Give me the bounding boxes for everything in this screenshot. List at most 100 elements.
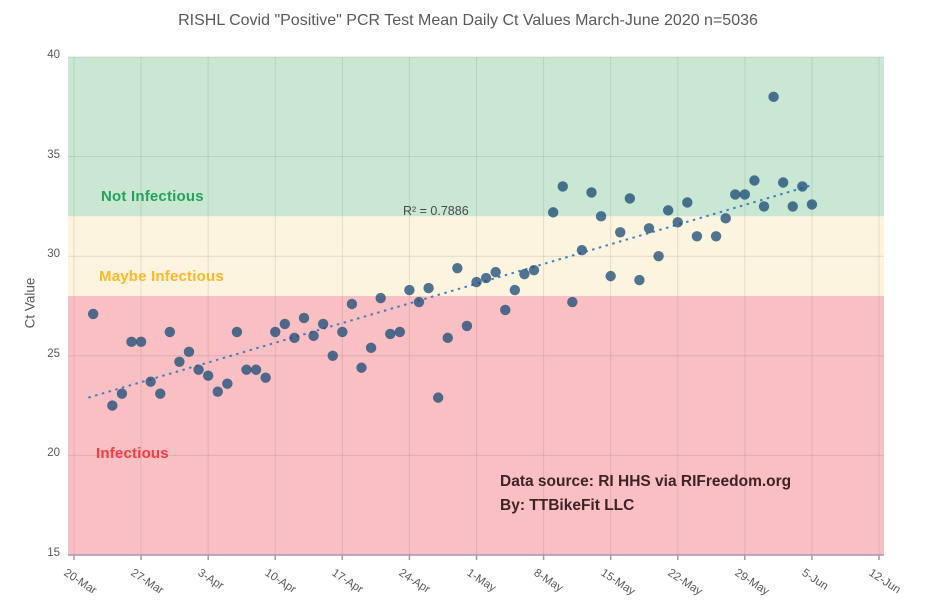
scatter-point [145,376,156,387]
scatter-point [672,217,683,228]
scatter-point [164,326,176,338]
x-tick-label: 20-Mar [61,567,99,597]
scatter-point [356,362,367,373]
y-tick-label: 40 [47,49,60,61]
scatter-point [739,189,751,200]
scatter-point [777,177,789,188]
scatter-point [174,356,185,367]
scatter-point [682,197,693,208]
scatter-point [653,251,664,262]
source-note-line1: Data source: RI HHS via RIFreedom.org [500,473,792,490]
scatter-point [490,266,501,278]
scatter-point [222,378,233,389]
scatter-point [183,346,195,358]
scatter-point [202,370,214,381]
scatter-point [720,213,731,224]
scatter-point [605,270,616,282]
x-tick-label: 1-May [463,567,498,595]
scatter-point [528,264,540,276]
scatter-point [317,318,329,330]
source-note-line2: By: TTBikeFit LLC [500,497,635,514]
x-tick-label: 15-May [598,567,637,598]
plot-area [68,56,884,560]
scatter-point [806,199,818,210]
scatter-point [576,245,588,256]
scatter-point [231,326,243,338]
y-tick-label: 15 [47,547,60,559]
x-tick-label: 24-Apr [396,567,433,596]
scatter-point [116,388,128,399]
scatter-point [471,276,482,288]
x-tick-label: 5-Jun [799,567,831,593]
scatter-point [519,268,530,280]
scatter-point [241,364,252,375]
band-not-infectious [68,57,884,217]
scatter-point [710,231,722,242]
scatter-point [327,350,338,361]
source-note: Data source: RI HHS via RIFreedom.org By… [500,470,791,518]
scatter-point [567,296,578,308]
scatter-point [586,187,597,198]
scatter-point [634,274,645,286]
scatter-point [432,392,444,403]
scatter-point [509,284,521,296]
scatter-point [289,332,300,344]
scatter-point [279,318,291,330]
x-tick-label: 8-May [531,567,565,595]
scatter-point [500,304,511,316]
scatter-point [758,201,770,212]
scatter-point [461,320,473,332]
scatter-point [212,386,223,397]
plot-svg [68,56,884,560]
scatter-point [375,292,386,304]
trendline-r2-label: R² = 0.7886 [403,204,469,218]
y-axis-title: Ct Value [22,277,38,329]
band-label-not-infectious: Not Infectious [101,188,204,205]
scatter-point [308,330,319,342]
y-tick-label: 20 [47,447,60,460]
y-tick-label: 30 [47,248,60,261]
x-tick-label: 10-Apr [262,567,299,596]
scatter-point [797,181,808,192]
x-tick-label: 29-May [732,567,771,598]
scatter-point [730,189,741,200]
scatter-point [270,326,281,338]
scatter-point [480,272,492,284]
scatter-point [394,326,406,338]
scatter-point [595,211,607,222]
scatter-point [193,364,204,375]
scatter-point [298,312,310,324]
band-infectious [68,296,884,555]
scatter-point [691,231,703,242]
x-tick-label: 17-Apr [329,567,366,596]
band-label-infectious: Infectious [96,445,169,462]
chart-title: RISHL Covid "Positive" PCR Test Mean Dai… [178,12,758,29]
scatter-point [135,336,147,348]
scatter-point [260,372,271,383]
scatter-point [250,364,262,375]
scatter-point [442,332,453,344]
x-tick-label: 27-Mar [128,567,166,597]
x-tick-label: 3-Apr [195,567,226,593]
scatter-point [87,308,99,320]
scatter-point [107,400,118,411]
scatter-point [423,282,434,294]
scatter-point [787,201,798,212]
scatter-point [547,207,559,218]
y-tick-label: 25 [47,347,60,360]
scatter-point [557,181,568,192]
scatter-point [662,205,674,216]
scatter-point [365,342,377,354]
scatter-point [126,336,137,348]
band-label-maybe-infectious: Maybe Infectious [99,268,224,285]
scatter-point [643,223,655,234]
scatter-point [624,193,636,204]
y-tick-label: 35 [47,148,60,161]
scatter-point [346,298,358,310]
scatter-point [404,284,415,296]
x-tick-label: 22-May [665,567,704,598]
scatter-point [413,296,425,308]
scatter-point [155,388,166,399]
scatter-point [337,326,348,338]
